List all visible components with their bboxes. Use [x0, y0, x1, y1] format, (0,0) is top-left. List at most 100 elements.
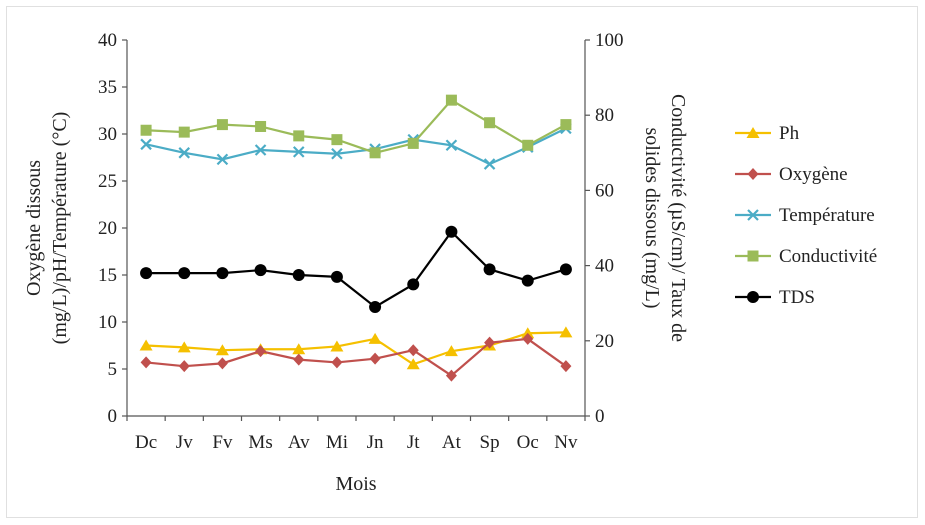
data-point-oxygène	[178, 360, 190, 373]
x-tick-label: Fv	[212, 432, 233, 453]
left-y-ticks: 0 5 10 15 20 25 30 35 40	[98, 30, 127, 427]
left-y-axis-title-line-1: Oxygène dissous	[23, 160, 45, 296]
data-point-tds	[330, 270, 343, 283]
data-point-ph	[521, 327, 535, 339]
data-point-oxygène	[560, 360, 572, 373]
legend-item-température: Température	[735, 205, 875, 226]
data-point-oxygène	[484, 336, 496, 349]
left-y-tick-label: 0	[108, 406, 118, 427]
legend-label-conductivité: Conductivité	[779, 246, 877, 267]
data-point-tds	[369, 300, 382, 313]
data-point-conductivité	[560, 119, 572, 131]
left-y-tick-label: 5	[108, 359, 118, 380]
data-point-température	[178, 147, 191, 159]
data-point-tds	[140, 267, 153, 280]
data-point-conductivité	[178, 126, 190, 138]
right-y-tick-label: 20	[595, 331, 614, 352]
data-point-ph	[559, 326, 573, 338]
series-line-température	[145, 127, 567, 166]
right-y-ticks: 0 20 40 60 80 100	[585, 30, 624, 427]
data-point-ph	[215, 344, 229, 356]
x-tick-label: Sp	[480, 432, 500, 453]
right-y-tick-label: 40	[595, 256, 614, 277]
data-point-conductivité	[445, 94, 457, 106]
series-oxygène	[140, 332, 572, 382]
x-tick-label: Jn	[367, 432, 384, 453]
series-line-conductivité	[146, 98, 567, 154]
left-y-axis-title: Oxygène dissous (mg/L)/pH/Température (°…	[23, 112, 71, 345]
x-tick-label: Nv	[554, 432, 578, 453]
series-layer	[139, 94, 573, 382]
data-point-température	[292, 146, 305, 158]
data-point-oxygène	[445, 369, 457, 382]
x-tick-label: Mi	[326, 432, 348, 453]
data-point-ph	[177, 341, 191, 353]
legend-item-tds: TDS	[735, 287, 815, 308]
data-point-température	[254, 144, 267, 156]
data-point-température	[445, 139, 458, 152]
right-y-tick-label: 0	[595, 406, 605, 427]
data-point-tds	[445, 225, 458, 238]
x-tick-label: At	[442, 432, 462, 453]
data-point-oxygène	[255, 345, 267, 358]
series-line-ph	[146, 331, 566, 366]
x-tick-label: Jv	[176, 432, 193, 453]
data-point-oxygène	[293, 353, 305, 366]
data-point-conductivité	[369, 147, 381, 159]
data-point-tds	[292, 269, 305, 281]
data-point-conductivité	[293, 130, 305, 142]
legend-label-oxygène: Oxygène	[779, 164, 848, 185]
right-y-tick-label: 80	[595, 105, 614, 126]
x-tick-label: Oc	[517, 432, 539, 453]
data-point-oxygène	[216, 357, 228, 370]
x-tick-label: Dc	[135, 432, 157, 453]
x-ticks: Dc Jv Fv Ms Av Mi Jn Jt At Sp Oc Nv	[126, 416, 586, 453]
legend-item-conductivité: Conductivité	[735, 246, 877, 267]
data-point-température	[216, 153, 229, 166]
legend-marker-conductivité	[747, 250, 759, 262]
data-point-oxygène	[331, 356, 343, 369]
right-y-axis-title-line-1: Conductivité (µS/cm)/ Taux de	[667, 94, 689, 342]
series-conductivité	[140, 94, 572, 159]
data-point-tds	[216, 267, 229, 280]
data-point-oxygène	[140, 356, 152, 369]
data-point-ph	[368, 332, 382, 344]
legend-item-oxygène: Oxygène	[735, 164, 848, 185]
legend-marker-tds	[747, 291, 759, 303]
left-y-tick-label: 20	[98, 218, 117, 239]
data-point-conductivité	[331, 134, 343, 146]
data-point-température	[331, 147, 343, 160]
legend-label-tds: TDS	[779, 287, 815, 308]
series-line-oxygène	[145, 337, 567, 377]
legend-label-ph: Ph	[779, 123, 800, 144]
x-tick-label: Av	[288, 432, 310, 453]
data-point-tds	[178, 267, 191, 280]
data-point-conductivité	[484, 117, 496, 129]
left-y-axis-title-line-2: (mg/L)/pH/Température (°C)	[49, 112, 71, 345]
legend-marker-température	[747, 209, 759, 221]
series-tds	[140, 225, 572, 313]
x-tick-label: Jt	[407, 432, 420, 453]
x-tick-label: Ms	[248, 432, 272, 453]
data-point-oxygène	[522, 332, 534, 345]
data-point-ph	[406, 358, 420, 370]
data-point-ph	[330, 340, 344, 352]
series-ph	[139, 326, 573, 370]
data-point-conductivité	[255, 120, 267, 132]
data-point-tds	[407, 278, 420, 291]
data-point-tds	[483, 263, 496, 276]
right-y-tick-label: 100	[595, 30, 624, 51]
data-point-tds	[559, 263, 572, 276]
legend-marker-oxygène	[747, 168, 759, 180]
left-y-tick-label: 35	[98, 77, 117, 98]
data-point-tds	[521, 274, 534, 287]
chart-frame	[6, 6, 918, 518]
right-y-tick-label: 60	[595, 180, 614, 201]
data-point-conductivité	[522, 139, 534, 151]
legend: Ph Oxygène Température Conductivité TDS	[735, 123, 877, 308]
series-line-tds	[146, 230, 567, 309]
data-point-conductivité	[407, 137, 419, 149]
left-y-tick-label: 30	[98, 124, 117, 145]
left-y-tick-label: 40	[98, 30, 117, 51]
left-y-tick-label: 10	[98, 312, 117, 333]
